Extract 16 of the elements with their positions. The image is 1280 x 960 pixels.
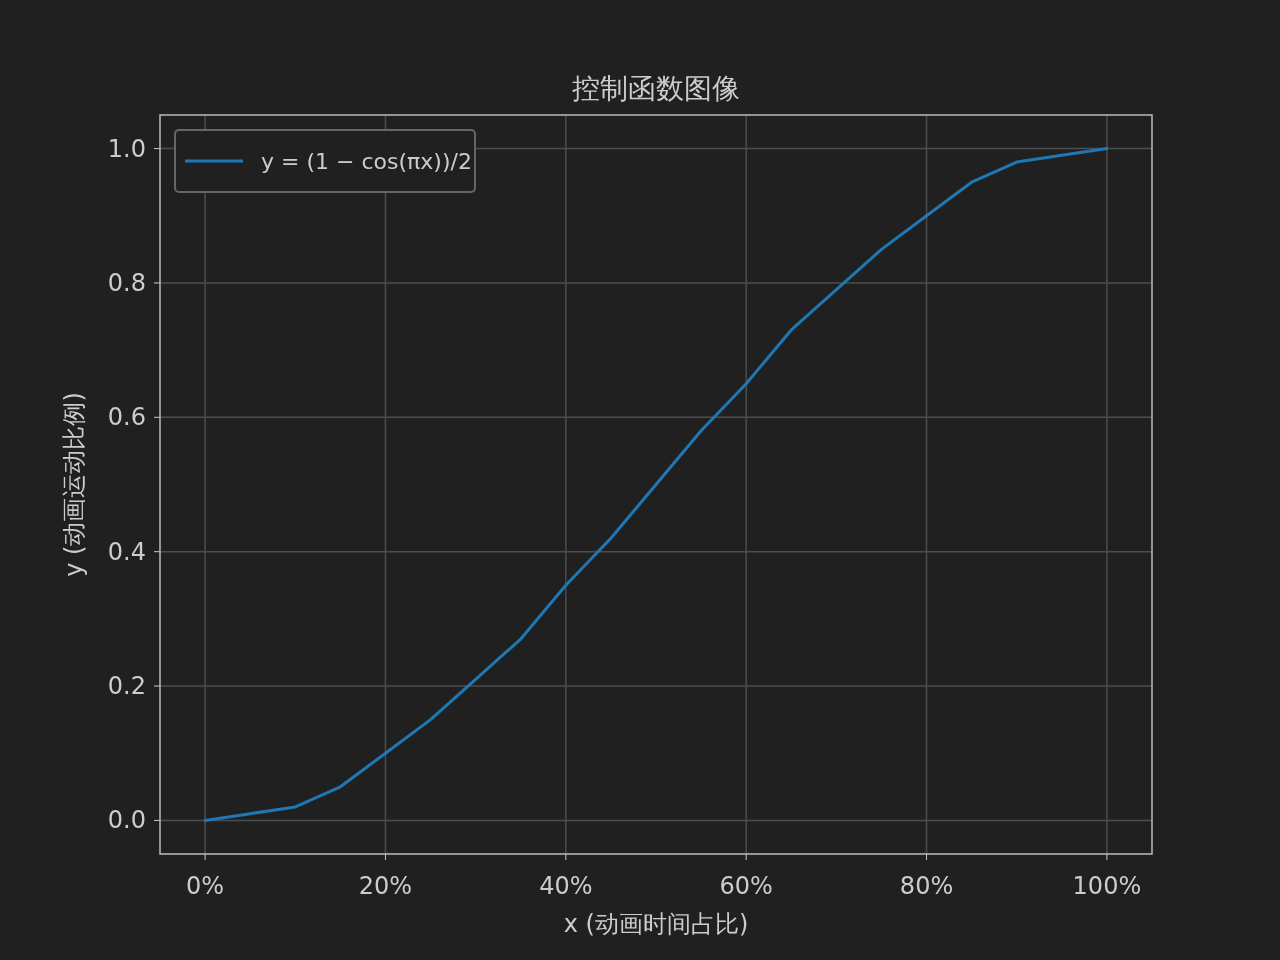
x-axis-title: x (动画时间占比): [563, 910, 749, 938]
x-tick-label: 40%: [539, 872, 593, 900]
y-tick-label: 0.4: [107, 537, 146, 566]
y-tick-label: 0.8: [107, 268, 146, 297]
x-tick-label: 0%: [186, 872, 225, 900]
legend-label: y = (1 − cos(πx))/2: [261, 149, 472, 174]
x-tick-label: 20%: [358, 872, 413, 900]
y-tick-label: 1.0: [107, 134, 146, 163]
chart-title: 控制函数图像: [572, 72, 740, 105]
y-axis-title: y (动画运动比例): [60, 392, 88, 577]
x-tick-label: 80%: [899, 872, 954, 900]
y-tick-label: 0.2: [107, 672, 146, 701]
y-tick-label: 0.0: [107, 806, 146, 835]
y-tick-label: 0.6: [107, 403, 146, 432]
x-tick-label: 60%: [719, 872, 773, 900]
x-tick-label: 100%: [1072, 872, 1142, 900]
